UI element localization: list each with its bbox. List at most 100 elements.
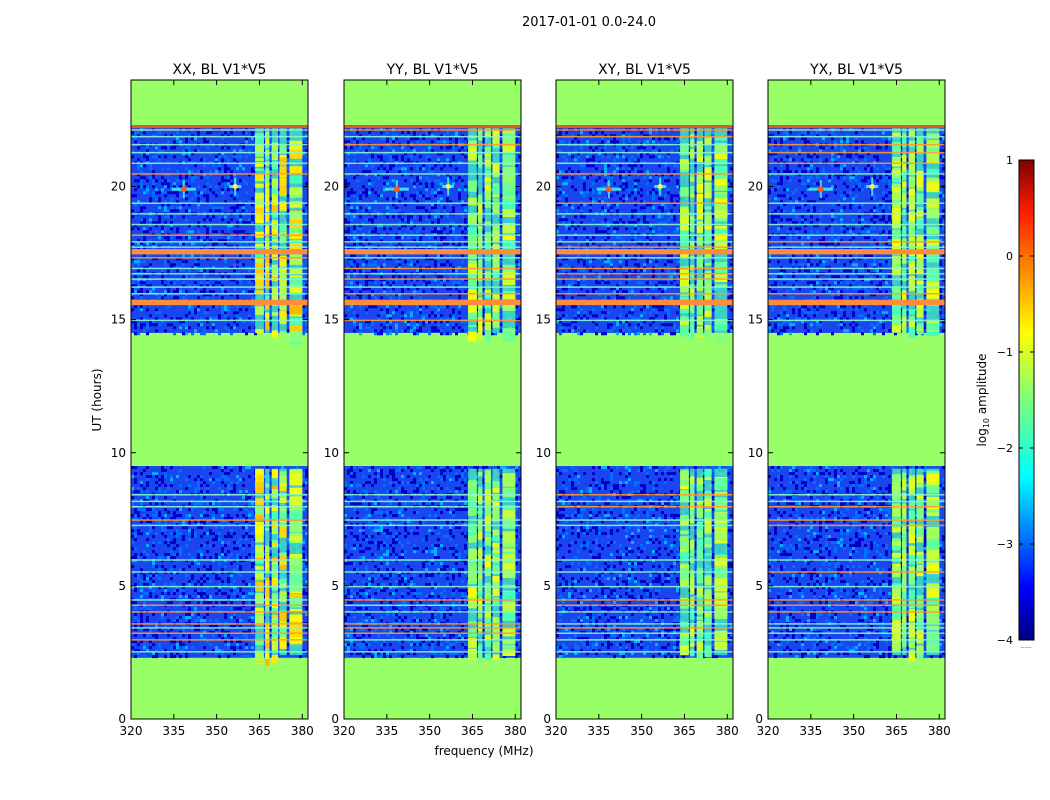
rfi-patch — [265, 604, 270, 613]
rfi-patch — [289, 268, 303, 274]
noise-pixel — [203, 544, 206, 548]
noise-pixel — [230, 236, 233, 240]
noise-pixel — [155, 634, 158, 638]
noise-pixel — [248, 553, 251, 557]
noise-pixel — [140, 179, 143, 183]
rfi-patch — [271, 238, 279, 242]
noise-pixel — [362, 137, 365, 141]
noise-pixel — [137, 158, 140, 162]
noise-pixel — [380, 616, 383, 620]
noise-pixel — [200, 478, 203, 482]
noise-pixel — [206, 613, 209, 617]
noise-pixel — [440, 502, 443, 506]
noise-pixel — [215, 170, 218, 174]
noise-pixel — [368, 481, 371, 485]
noise-pixel — [176, 586, 179, 590]
noise-pixel — [230, 490, 233, 494]
noise-pixel — [461, 469, 464, 473]
noise-pixel — [383, 167, 386, 171]
rfi-patch — [255, 329, 264, 333]
noise-pixel — [362, 484, 365, 488]
rfi-patch — [271, 489, 279, 499]
noise-pixel — [413, 182, 416, 186]
noise-pixel — [212, 191, 215, 195]
noise-pixel — [224, 308, 227, 312]
noise-pixel — [416, 176, 419, 180]
noise-pixel — [194, 194, 197, 198]
noise-pixel — [152, 544, 155, 548]
noise-pixel — [245, 556, 248, 560]
noise-pixel — [221, 311, 224, 315]
noise-pixel — [203, 490, 206, 494]
noise-pixel — [188, 580, 191, 584]
noise-pixel — [188, 583, 191, 587]
noise-pixel — [185, 293, 188, 297]
noise-pixel — [158, 215, 161, 219]
noise-pixel — [143, 191, 146, 195]
noise-pixel — [392, 140, 395, 144]
noise-pixel — [476, 589, 479, 593]
noise-pixel — [146, 332, 149, 336]
noise-pixel — [461, 472, 464, 476]
noise-pixel — [425, 634, 428, 638]
noise-pixel — [401, 194, 404, 198]
noise-pixel — [515, 580, 518, 584]
noise-pixel — [476, 170, 479, 174]
noise-pixel — [440, 607, 443, 611]
noise-pixel — [515, 550, 518, 554]
noise-pixel — [350, 466, 353, 470]
noise-pixel — [170, 134, 173, 138]
rfi-patch — [279, 186, 287, 197]
noise-pixel — [209, 580, 212, 584]
noise-pixel — [356, 637, 359, 641]
noise-pixel — [302, 508, 305, 512]
noise-pixel — [359, 556, 362, 560]
noise-pixel — [413, 547, 416, 551]
noise-pixel — [251, 514, 254, 518]
noise-pixel — [383, 170, 386, 174]
noise-pixel — [200, 544, 203, 548]
noise-pixel — [209, 556, 212, 560]
noise-pixel — [395, 167, 398, 171]
noise-pixel — [170, 550, 173, 554]
noise-pixel — [305, 320, 308, 324]
noise-pixel — [431, 583, 434, 587]
noise-pixel — [245, 583, 248, 587]
noise-pixel — [476, 194, 479, 198]
noise-pixel — [203, 589, 206, 593]
noise-pixel — [152, 472, 155, 476]
noise-pixel — [515, 164, 518, 168]
noise-pixel — [164, 260, 167, 264]
noise-pixel — [146, 628, 149, 632]
noise-pixel — [188, 616, 191, 620]
rfi-patch — [265, 494, 270, 499]
noise-pixel — [131, 565, 134, 569]
noise-pixel — [518, 643, 521, 647]
noise-pixel — [200, 176, 203, 180]
noise-pixel — [224, 553, 227, 557]
noise-pixel — [149, 218, 152, 222]
edge-line — [131, 125, 308, 129]
noise-pixel — [197, 170, 200, 174]
noise-pixel — [143, 206, 146, 210]
noise-pixel — [386, 574, 389, 578]
noise-pixel — [212, 326, 215, 330]
rfi-line — [131, 293, 308, 295]
noise-pixel — [182, 203, 185, 207]
noise-pixel — [395, 535, 398, 539]
noise-pixel — [167, 179, 170, 183]
noise-pixel — [374, 472, 377, 476]
noise-pixel — [437, 475, 440, 479]
noise-pixel — [404, 637, 407, 641]
noise-pixel — [242, 634, 245, 638]
noise-pixel — [389, 520, 392, 524]
noise-pixel — [269, 496, 272, 500]
noise-pixel — [134, 326, 137, 330]
noise-pixel — [374, 553, 377, 557]
noise-pixel — [239, 508, 242, 512]
noise-pixel — [305, 215, 308, 219]
rfi-patch — [265, 320, 270, 331]
noise-pixel — [515, 140, 518, 144]
noise-pixel — [302, 284, 305, 288]
noise-pixel — [251, 556, 254, 560]
